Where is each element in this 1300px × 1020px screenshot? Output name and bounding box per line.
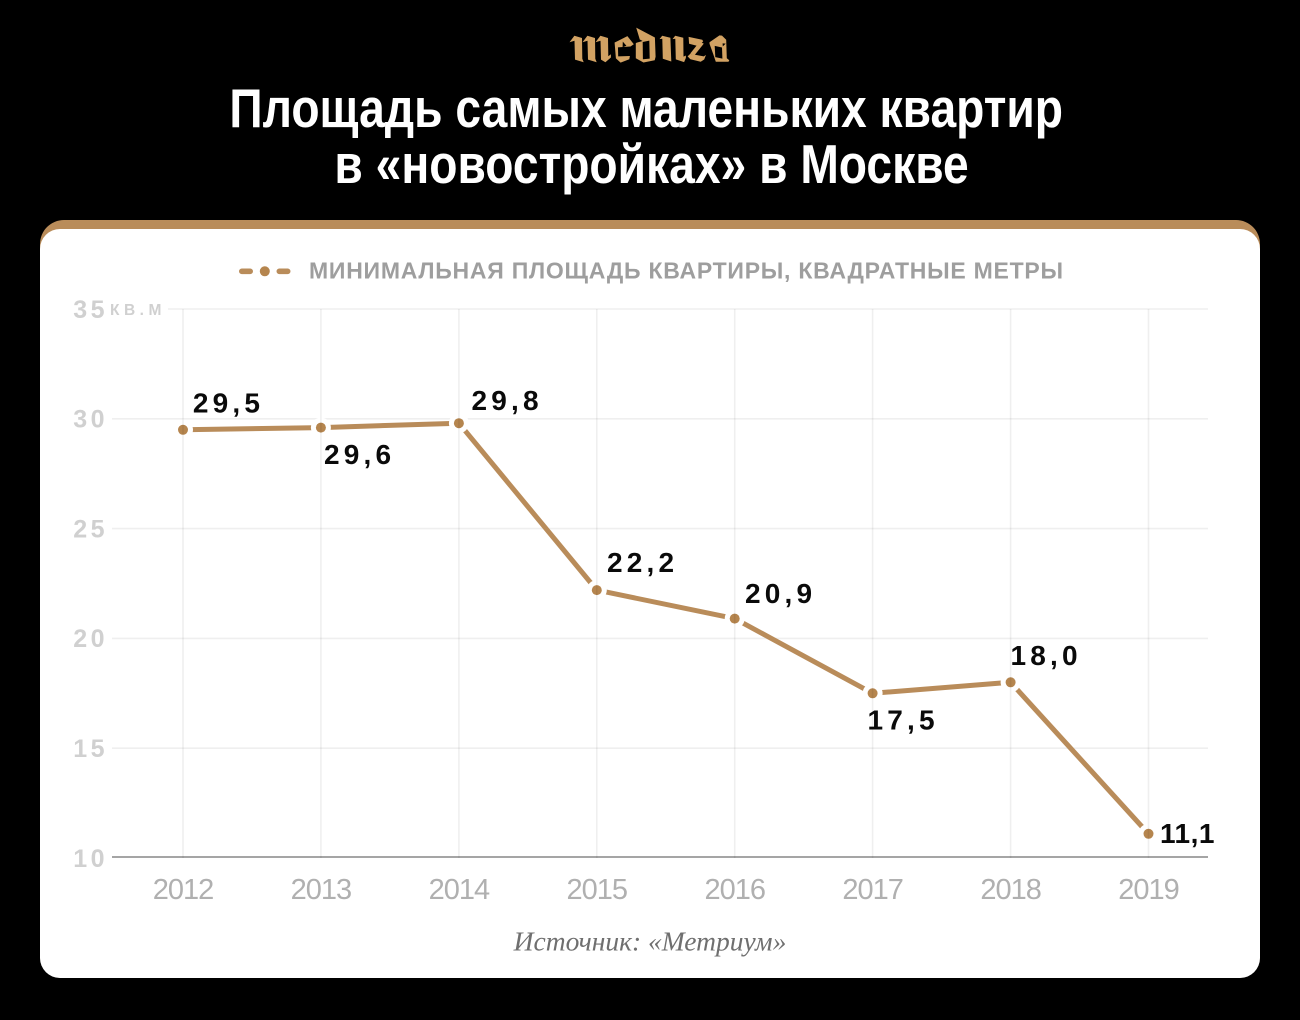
svg-text:20: 20 xyxy=(73,625,108,653)
svg-text:20,9: 20,9 xyxy=(745,578,816,609)
svg-text:29,5: 29,5 xyxy=(193,388,264,419)
svg-text:2012: 2012 xyxy=(153,874,214,906)
svg-text:2013: 2013 xyxy=(291,874,352,906)
svg-text:15: 15 xyxy=(73,735,108,763)
svg-text:29,6: 29,6 xyxy=(324,439,395,470)
svg-text:Источник: «Метриум»: Источник: «Метриум» xyxy=(513,926,787,957)
svg-text:11,1: 11,1 xyxy=(1160,818,1215,849)
svg-text:2017: 2017 xyxy=(842,874,903,906)
svg-text:35: 35 xyxy=(73,296,108,324)
svg-text:29,8: 29,8 xyxy=(471,385,542,416)
svg-text:2015: 2015 xyxy=(567,874,628,906)
svg-text:17,5: 17,5 xyxy=(867,705,938,736)
svg-text:2019: 2019 xyxy=(1118,874,1179,906)
svg-text:2016: 2016 xyxy=(704,874,765,906)
svg-text:22,2: 22,2 xyxy=(607,547,678,578)
svg-text:2014: 2014 xyxy=(429,874,490,906)
svg-text:МИНИМАЛЬНАЯ ПЛОЩАДЬ КВАРТИРЫ,: МИНИМАЛЬНАЯ ПЛОЩАДЬ КВАРТИРЫ, КВАДРАТНЫЕ… xyxy=(309,258,1064,284)
svg-text:КВ.М: КВ.М xyxy=(110,302,166,319)
svg-text:25: 25 xyxy=(73,515,108,543)
svg-text:18,0: 18,0 xyxy=(1010,640,1081,671)
svg-text:10: 10 xyxy=(73,845,108,873)
svg-text:2018: 2018 xyxy=(980,874,1041,906)
svg-text:30: 30 xyxy=(73,406,108,434)
